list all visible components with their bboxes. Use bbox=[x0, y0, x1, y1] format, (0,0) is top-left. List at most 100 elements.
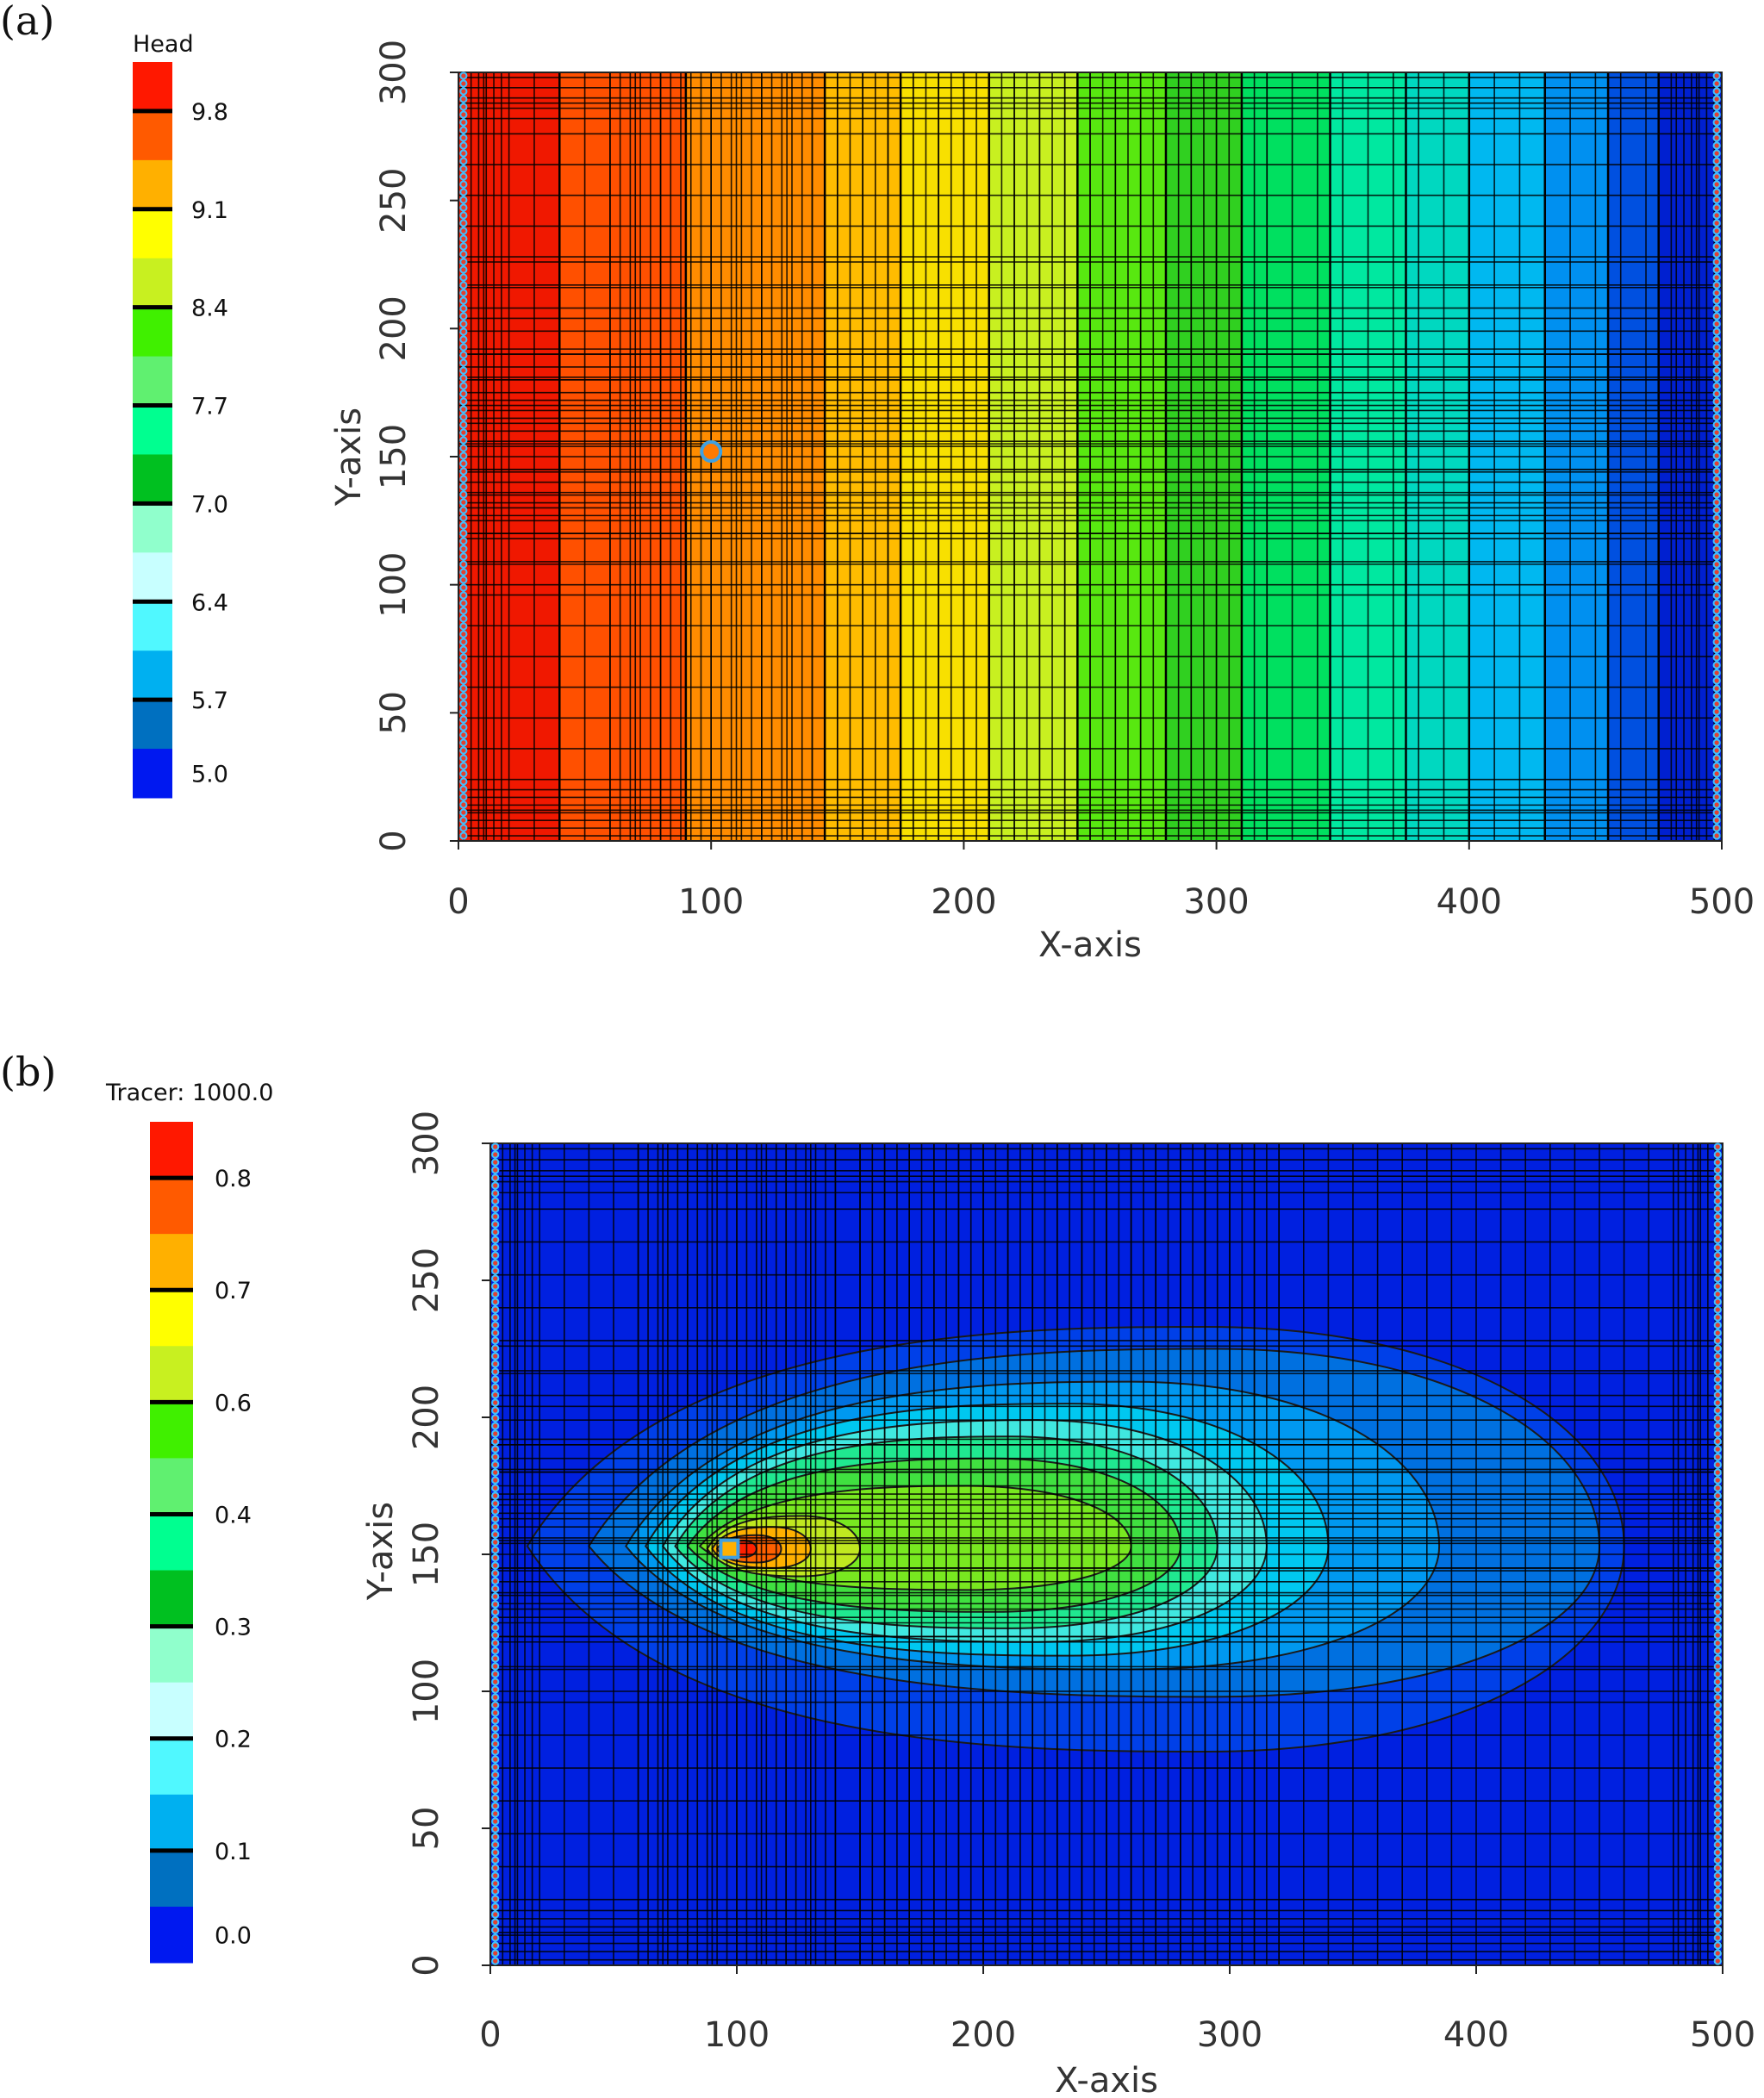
tracer-boundary-cell bbox=[491, 1383, 500, 1391]
head-x-tick-label: 400 bbox=[1437, 882, 1502, 922]
head-boundary-cell bbox=[1712, 103, 1721, 111]
tracer-boundary-cell bbox=[491, 1786, 500, 1795]
head-boundary-cell bbox=[1712, 831, 1721, 840]
tracer-boundary-cell bbox=[491, 1259, 500, 1267]
tracer-colorbar-swatch bbox=[150, 1234, 193, 1291]
tracer-y-axis-title: Y-axis bbox=[361, 1502, 401, 1601]
tracer-boundary-cell bbox=[1713, 1802, 1722, 1810]
tracer-boundary-cell bbox=[1713, 1344, 1722, 1353]
head-boundary-cell bbox=[1712, 599, 1721, 607]
head-boundary-cell bbox=[1712, 808, 1721, 817]
head-x-axis-title: X-axis bbox=[1038, 925, 1142, 965]
head-boundary-cell bbox=[459, 242, 468, 251]
tracer-boundary-cell bbox=[1713, 1755, 1722, 1764]
tracer-boundary-cell bbox=[1713, 1584, 1722, 1593]
tracer-x-tick-label: 300 bbox=[1197, 2015, 1262, 2055]
head-boundary-cell bbox=[1712, 296, 1721, 305]
head-colorbar-label: 5.0 bbox=[191, 762, 228, 788]
tracer-boundary-cell bbox=[1713, 1460, 1722, 1469]
head-boundary-cell bbox=[459, 428, 468, 437]
tracer-colorbar-label: 0.2 bbox=[215, 1727, 252, 1753]
tracer-boundary-cell bbox=[1713, 1305, 1722, 1314]
head-boundary-cell bbox=[459, 265, 468, 274]
head-boundary-cell bbox=[459, 366, 468, 375]
head-boundary-cell bbox=[1712, 397, 1721, 406]
tracer-colorbar-title: Tracer: 1000.0 bbox=[105, 1080, 273, 1106]
tracer-boundary-cell bbox=[491, 1771, 500, 1779]
head-boundary-cell bbox=[459, 389, 468, 398]
head-boundary-cell bbox=[459, 289, 468, 297]
head-boundary-cell bbox=[1712, 281, 1721, 289]
tracer-boundary-cell bbox=[491, 1561, 500, 1570]
tracer-boundary-cell bbox=[491, 1957, 500, 1965]
head-boundary-cell bbox=[1712, 165, 1721, 173]
tracer-boundary-cell bbox=[491, 1833, 500, 1841]
tracer-boundary-cell bbox=[491, 1228, 500, 1236]
head-boundary-cell bbox=[459, 560, 468, 569]
tracer-boundary-cell bbox=[491, 1755, 500, 1764]
head-boundary-cell bbox=[1712, 762, 1721, 770]
tracer-boundary-cell bbox=[491, 1778, 500, 1787]
tracer-boundary-cell bbox=[491, 1631, 500, 1640]
head-boundary-cell bbox=[1712, 777, 1721, 786]
tracer-boundary-cell bbox=[491, 1724, 500, 1733]
tracer-boundary-cell bbox=[1713, 1561, 1722, 1570]
head-boundary-cell bbox=[459, 320, 468, 328]
head-boundary-cell bbox=[1712, 110, 1721, 119]
tracer-boundary-cell bbox=[491, 1654, 500, 1663]
tracer-boundary-cell bbox=[1713, 1949, 1722, 1958]
head-colorbar-swatch bbox=[133, 552, 172, 602]
tracer-boundary-cell bbox=[1713, 1437, 1722, 1446]
tracer-boundary-cell bbox=[491, 1701, 500, 1709]
head-plot-area bbox=[458, 72, 1722, 841]
tracer-y-ticks: 0 50 100 150 200 250 300 bbox=[407, 1111, 490, 1977]
head-boundary-cell bbox=[459, 568, 468, 576]
tracer-colorbar-swatch bbox=[150, 1682, 193, 1740]
head-boundary-cell bbox=[1712, 731, 1721, 739]
head-colorbar-swatch bbox=[133, 159, 172, 210]
head-boundary-cell bbox=[459, 312, 468, 321]
head-boundary-cell bbox=[1712, 723, 1721, 731]
panel-b-label: (b) bbox=[0, 1049, 56, 1095]
head-colorbar: Head 9.8 9.1 8.4 7.7 7.0 6.4 5.7 5.0 bbox=[133, 31, 228, 799]
head-y-tick-label: 200 bbox=[374, 296, 414, 361]
head-y-tick-label: 150 bbox=[374, 424, 414, 489]
tracer-boundary-cell bbox=[1713, 1453, 1722, 1461]
tracer-y-tick-label: 50 bbox=[407, 1807, 446, 1851]
tracer-boundary-cell bbox=[1713, 1530, 1722, 1539]
tracer-boundary-cell bbox=[1713, 1871, 1722, 1880]
head-colorbar-label: 9.8 bbox=[191, 99, 228, 126]
head-boundary-cell bbox=[459, 816, 468, 825]
tracer-boundary-cell bbox=[491, 1716, 500, 1725]
tracer-boundary-cell bbox=[491, 1840, 500, 1849]
head-y-tick-label: 0 bbox=[374, 830, 414, 851]
head-contour-bulge bbox=[825, 336, 840, 567]
head-boundary-cell bbox=[459, 234, 468, 243]
tracer-boundary-cell bbox=[491, 1220, 500, 1229]
tracer-boundary-cell bbox=[491, 1848, 500, 1857]
head-boundary-cell bbox=[459, 103, 468, 111]
head-boundary-cell bbox=[1712, 436, 1721, 445]
tracer-boundary-cell bbox=[491, 1243, 500, 1252]
head-boundary-cell bbox=[1712, 521, 1721, 530]
tracer-boundary-cell bbox=[1713, 1267, 1722, 1275]
tracer-boundary-cell bbox=[1713, 1864, 1722, 1872]
tracer-boundary-cell bbox=[1713, 1670, 1722, 1678]
tracer-boundary-cell bbox=[491, 1879, 500, 1888]
tracer-boundary-cell bbox=[1713, 1383, 1722, 1391]
tracer-boundary-cell bbox=[491, 1732, 500, 1740]
tracer-boundary-cell bbox=[1713, 1491, 1722, 1500]
tracer-boundary-cell bbox=[1713, 1274, 1722, 1283]
head-boundary-cell bbox=[1712, 134, 1721, 142]
head-boundary-cell bbox=[1712, 506, 1721, 514]
tracer-boundary-cell bbox=[491, 1142, 500, 1151]
tracer-boundary-cell bbox=[1713, 1515, 1722, 1523]
tracer-boundary-cell bbox=[491, 1476, 500, 1485]
head-y-tick-label: 100 bbox=[374, 551, 414, 617]
tracer-boundary-cell bbox=[1713, 1538, 1722, 1547]
tracer-boundary-cell bbox=[491, 1282, 500, 1291]
head-x-tick-label: 500 bbox=[1689, 882, 1755, 922]
tracer-boundary-cell bbox=[1713, 1848, 1722, 1857]
tracer-x-tick-label: 500 bbox=[1690, 2015, 1755, 2055]
head-colorbar-swatch bbox=[133, 601, 172, 651]
